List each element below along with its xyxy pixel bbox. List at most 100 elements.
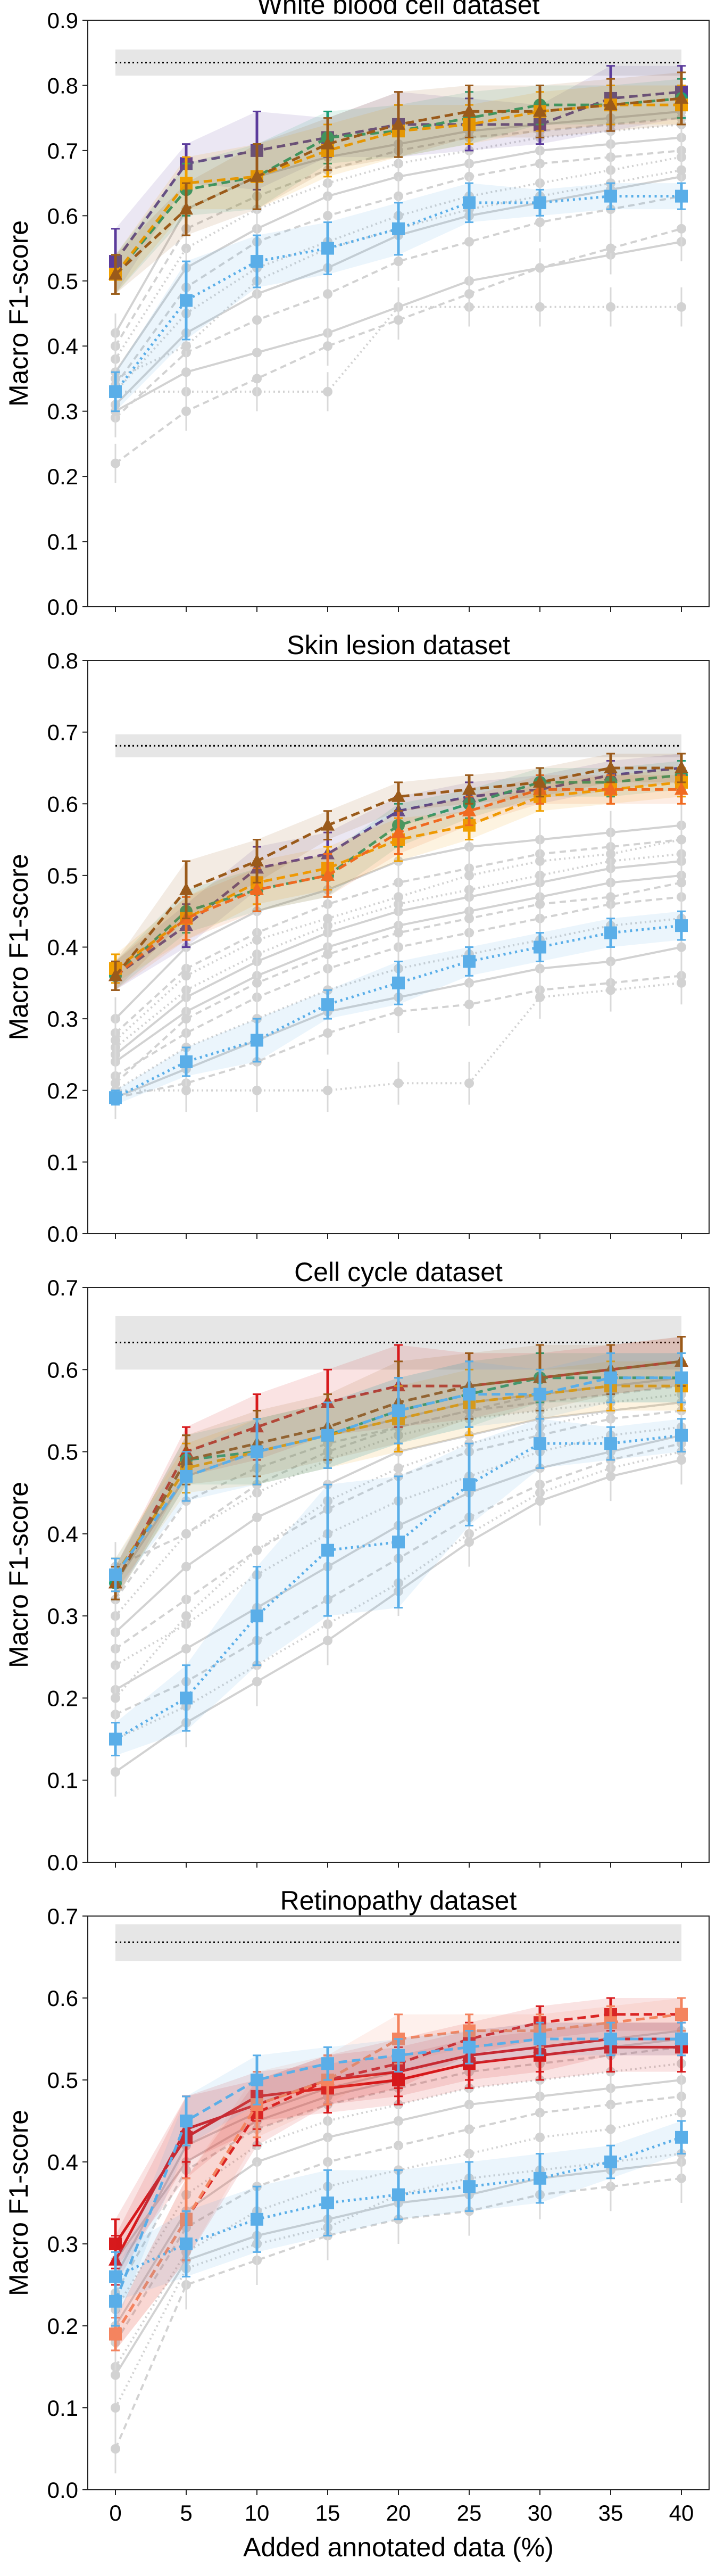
data-point-square	[534, 2033, 546, 2045]
x-tick-label: 15	[315, 2500, 340, 2525]
data-point-square	[109, 385, 122, 398]
data-point-square	[534, 1388, 546, 1401]
gray-point	[464, 870, 474, 880]
gray-point	[181, 1529, 191, 1539]
gray-series-line	[114, 123, 682, 360]
data-point-triangle	[250, 169, 264, 182]
data-point-triangle	[392, 825, 405, 838]
gray-point	[181, 1562, 191, 1572]
gray-point	[606, 243, 615, 253]
data-point-square	[109, 1568, 122, 1581]
gray-point	[323, 1028, 332, 1038]
data-point-square	[180, 2115, 193, 2127]
series-line	[114, 781, 682, 970]
gray-point	[111, 2403, 120, 2413]
gray-series-line	[115, 1450, 682, 1740]
gray-point	[606, 1471, 615, 1481]
gray-point	[535, 899, 545, 909]
gray-series-line	[114, 2177, 682, 2449]
data-point-square	[463, 196, 476, 209]
gray-point	[252, 1513, 262, 1522]
gray-point	[323, 1636, 332, 1646]
data-point-square	[534, 2172, 546, 2185]
data-point-square	[251, 255, 263, 268]
data-point-square	[604, 189, 617, 203]
data-point-square	[675, 2033, 688, 2045]
gray-point	[606, 2124, 615, 2134]
y-tick-label: 0.0	[47, 1850, 78, 1875]
y-tick-label: 0.7	[47, 138, 78, 163]
data-point-triangle	[392, 789, 405, 802]
data-point-square	[109, 1732, 122, 1746]
y-tick-label: 0.2	[47, 464, 78, 489]
gray-series-line	[115, 1376, 682, 1568]
y-tick-label: 0.6	[47, 1357, 78, 1382]
data-point-square	[604, 1371, 617, 1384]
y-tick-label: 0.3	[47, 1604, 78, 1629]
gray-point	[394, 892, 403, 902]
gray-point	[677, 942, 686, 952]
data-point-square	[251, 2212, 263, 2226]
x-axis-label: Added annotated data (%)	[243, 2532, 554, 2562]
data-point-triangle	[462, 782, 476, 795]
y-tick-label: 0.1	[47, 1768, 78, 1793]
gray-point	[535, 856, 545, 866]
gray-point	[111, 1693, 120, 1703]
y-tick-label: 0.4	[47, 935, 78, 960]
gray-point	[323, 211, 332, 221]
data-point-square	[675, 2008, 688, 2021]
gray-series-line	[114, 853, 682, 1048]
data-point-triangle	[675, 782, 688, 795]
gray-point	[252, 374, 262, 384]
data-point-square	[392, 2188, 405, 2201]
data-point-triangle	[675, 90, 688, 104]
data-point-triangle	[533, 774, 547, 788]
gray-series-line	[114, 1393, 682, 1617]
gray-point	[252, 348, 262, 358]
data-point-square	[251, 2074, 263, 2086]
gray-point	[252, 1545, 262, 1555]
y-tick-label: 0.3	[47, 1006, 78, 1031]
data-point-triangle	[109, 968, 122, 981]
data-point-square	[604, 2156, 617, 2168]
y-tick-label: 0.6	[47, 203, 78, 228]
gray-point	[181, 971, 191, 981]
gray-point	[252, 1085, 262, 1095]
gray-point	[394, 1078, 403, 1088]
gray-point	[181, 1085, 191, 1095]
y-tick-label: 0.0	[47, 1221, 78, 1246]
data-point-triangle	[109, 267, 122, 280]
y-tick-label: 0.2	[47, 1078, 78, 1103]
gray-point	[252, 1677, 262, 1687]
data-point-square	[321, 1429, 334, 1442]
gray-point	[181, 1611, 191, 1621]
gray-point	[252, 978, 262, 988]
data-point-triangle	[604, 760, 618, 773]
chart-title: White blood cell dataset	[257, 0, 540, 20]
x-tick-label: 25	[457, 2500, 482, 2525]
data-point-square	[604, 926, 617, 939]
gray-series-line	[115, 975, 682, 1099]
data-point-triangle	[392, 117, 405, 130]
data-point-square	[109, 2270, 122, 2283]
data-point-triangle	[675, 760, 688, 773]
data-point-triangle	[604, 782, 618, 795]
gray-series-line	[114, 1426, 682, 1666]
series-line	[114, 1376, 681, 1576]
gray-series-line	[114, 195, 682, 419]
data-point-square	[534, 196, 546, 209]
data-point-square	[392, 222, 405, 235]
gray-point	[394, 1463, 403, 1473]
y-tick-label: 0.8	[47, 73, 78, 98]
gray-point	[394, 257, 403, 267]
gray-point	[252, 315, 262, 325]
gray-point	[323, 341, 332, 351]
data-point-triangle	[604, 97, 618, 111]
data-point-square	[534, 940, 546, 954]
data-point-square	[675, 2131, 688, 2144]
y-axis-label: Macro F1-score	[4, 1482, 34, 1668]
gray-point	[535, 1496, 545, 1506]
chart-title: Skin lesion dataset	[287, 630, 510, 660]
series-band	[115, 767, 681, 983]
